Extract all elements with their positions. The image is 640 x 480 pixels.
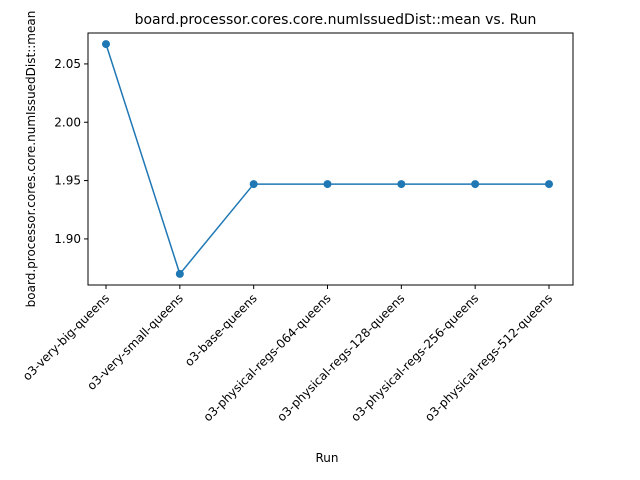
x-tick-label: o3-physical-regs-128-queens <box>274 291 407 424</box>
y-tick-label: 2.05 <box>54 57 81 71</box>
y-axis-title: board.processor.cores.core.numIssuedDist… <box>24 11 38 308</box>
data-point <box>102 40 110 49</box>
y-tick-label: 2.00 <box>54 115 81 129</box>
series-line <box>102 40 553 278</box>
plot-frame <box>87 32 574 286</box>
x-axis: o3-very-big-queenso3-very-small-queenso3… <box>20 285 555 424</box>
data-point <box>175 269 184 278</box>
x-axis-title: Run <box>315 451 338 465</box>
x-tick-label: o3-physical-regs-256-queens <box>348 291 481 424</box>
data-point <box>545 180 553 189</box>
y-tick-label: 1.90 <box>54 232 81 246</box>
chart-title: board.processor.cores.core.numIssuedDist… <box>135 12 537 28</box>
x-tick-label: o3-physical-regs-064-queens <box>201 291 334 424</box>
plot-area <box>88 33 573 285</box>
data-point <box>471 180 480 189</box>
x-tick-label: o3-physical-regs-512-queens <box>422 291 555 424</box>
y-axis: 1.90 1.95 2.00 2.05 <box>54 57 88 246</box>
data-point <box>323 180 332 189</box>
data-point <box>397 180 406 189</box>
data-point <box>249 180 258 189</box>
y-tick-label: 1.95 <box>54 174 81 188</box>
x-tick-label: o3-base-queens <box>182 291 260 369</box>
